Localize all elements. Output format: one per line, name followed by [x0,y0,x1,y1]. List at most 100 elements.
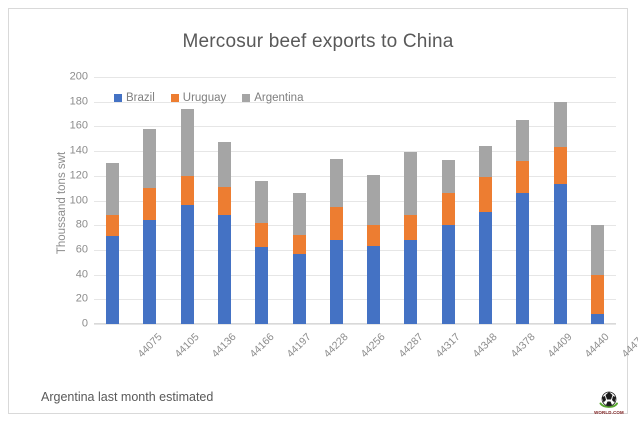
bar-segment-brazil[interactable] [441,225,455,324]
bar-group[interactable] [367,174,381,324]
bar-segment-uruguay[interactable] [329,206,343,241]
gridline [94,151,616,153]
bar-segment-argentina[interactable] [479,146,492,178]
chart-title: Mercosur beef exports to China [182,31,454,52]
bar-group[interactable] [329,158,343,324]
bar-group[interactable] [292,193,306,324]
bar-group[interactable] [180,109,194,324]
bar-group[interactable] [441,159,455,324]
y-axis-tick-label: 100 [69,194,88,206]
bar-segment-argentina[interactable] [367,174,381,226]
x-axis-tick-label: 44105 [172,331,202,361]
x-axis-tick-label: 44317 [433,331,463,361]
y-axis-tick-label: 160 [69,119,88,132]
bar-segment-brazil[interactable] [479,211,492,324]
x-axis-tick-label: 44075 [135,331,165,361]
bar-segment-argentina[interactable] [590,225,604,275]
bar-segment-brazil[interactable] [590,314,604,324]
x-axis-tick-label: 44470 [619,331,638,361]
bar-segment-brazil[interactable] [367,246,381,324]
bar-segment-argentina[interactable] [292,193,306,236]
y-axis-tick-label: 0 [81,317,88,330]
bar-group[interactable] [404,152,418,324]
bar-segment-brazil[interactable] [404,240,418,324]
chart-footnote: Argentina last month estimated [41,390,214,404]
gridline [94,200,616,202]
bar-segment-brazil[interactable] [553,184,567,324]
x-axis-tick-label: 44256 [358,331,389,361]
plot-area [94,77,616,325]
x-axis-tick-label: 44348 [470,331,500,361]
bar-segment-uruguay[interactable] [590,274,604,315]
bar-segment-argentina[interactable] [218,142,231,187]
x-axis-tick-label: 44166 [247,331,277,361]
bar-segment-uruguay[interactable] [404,215,418,241]
bar-segment-brazil[interactable] [255,247,269,324]
globe-icon [599,391,618,408]
chart-container: Mercosur beef exports to China 200 180 160… [8,8,638,415]
bar-segment-brazil[interactable] [516,193,530,324]
bar-group[interactable] [590,225,604,324]
x-axis-tick-label: 44409 [545,331,575,361]
bar-group[interactable] [479,146,492,324]
y-axis-tick-label: 140 [69,144,88,157]
legend-item-uruguay[interactable]: Uruguay [170,92,227,104]
gridline [94,225,616,227]
bar-segment-argentina[interactable] [106,163,120,216]
bar-segment-uruguay[interactable] [367,225,381,247]
bar-segment-brazil[interactable] [329,240,343,324]
legend-swatch-icon [170,94,179,102]
bar-group[interactable] [255,180,269,324]
bar-group[interactable] [143,128,157,324]
x-axis-ticks: 44075 44105 44136 44166 44197 44228 44256 44287… [94,327,638,377]
y-axis-tick-label: 20 [75,292,88,305]
bar-segment-brazil[interactable] [292,253,306,324]
gridline [94,324,616,325]
legend-swatch-icon [114,94,122,102]
legend-label: Argentina [254,92,304,104]
bar-segment-uruguay[interactable] [441,193,455,226]
bar-segment-argentina[interactable] [441,159,455,194]
y-axis-tick-label: 180 [69,95,88,108]
x-axis-tick-label: 44228 [321,331,351,361]
bar-segment-uruguay[interactable] [255,222,269,248]
bar-segment-brazil[interactable] [106,236,120,324]
bar-group[interactable] [516,120,530,324]
bar-segment-uruguay[interactable] [106,215,120,237]
bar-series-layer [94,77,616,324]
gridline [94,101,616,103]
bar-segment-brazil[interactable] [180,205,194,324]
bar-segment-uruguay[interactable] [292,235,306,254]
legend-label: Brazil [126,92,155,104]
brand-logo: WORLD.COM [591,390,627,418]
bar-segment-uruguay[interactable] [516,160,530,194]
bar-segment-argentina[interactable] [255,180,269,223]
bar-group[interactable] [218,142,231,324]
legend-swatch-icon [242,94,251,102]
legend-label: Uruguay [182,92,227,104]
bar-group[interactable] [106,163,120,324]
bar-segment-brazil[interactable] [218,215,231,324]
bar-segment-uruguay[interactable] [143,188,157,221]
gridline [94,299,616,301]
bar-segment-uruguay[interactable] [218,186,231,216]
bar-segment-argentina[interactable] [553,101,567,148]
bar-segment-argentina[interactable] [516,120,530,161]
x-axis-tick-label: 44287 [396,331,426,361]
x-axis-tick-label: 44136 [209,331,239,361]
y-axis-tick-label: 200 [69,70,88,83]
bar-segment-argentina[interactable] [404,152,418,216]
y-axis-tick-label: 120 [69,169,88,182]
bar-segment-uruguay[interactable] [553,147,567,185]
bar-segment-argentina[interactable] [329,158,343,207]
y-axis-tick-label: 80 [75,218,88,231]
bar-segment-argentina[interactable] [180,109,194,176]
bar-group[interactable] [553,101,567,324]
bar-segment-uruguay[interactable] [479,177,492,212]
legend-item-argentina[interactable]: Argentina [242,92,303,104]
bar-segment-argentina[interactable] [143,128,157,189]
x-axis-tick-label: 44197 [284,331,314,361]
bar-segment-uruguay[interactable] [180,175,194,206]
legend-item-brazil[interactable]: Brazil [114,92,155,104]
bar-segment-brazil[interactable] [143,220,157,324]
